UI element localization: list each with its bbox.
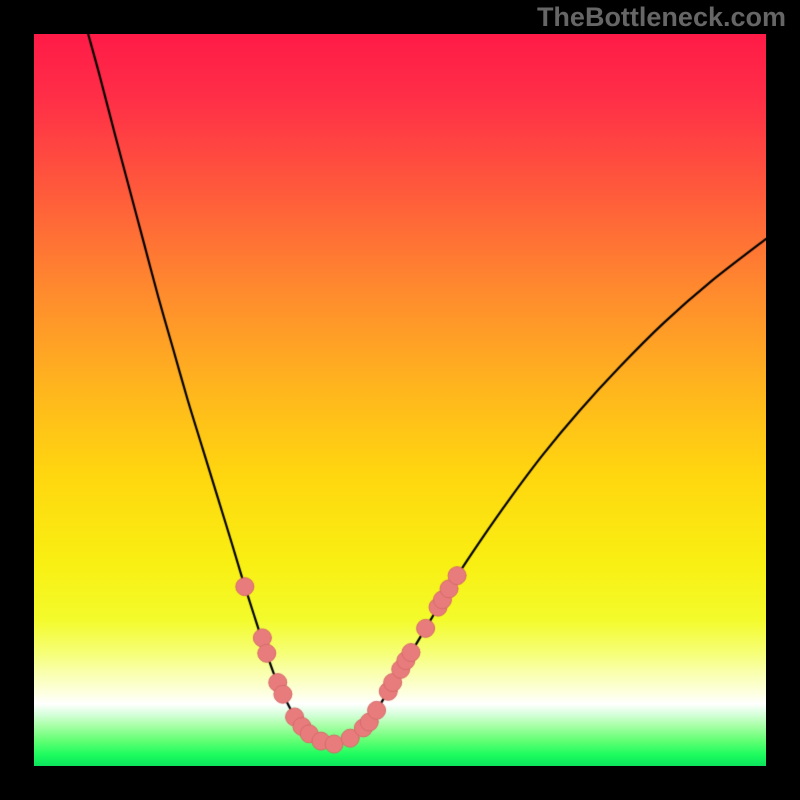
bottleneck-chart-canvas: [34, 34, 766, 766]
watermark-text: TheBottleneck.com: [537, 2, 786, 33]
figure-root: TheBottleneck.com: [0, 0, 800, 800]
